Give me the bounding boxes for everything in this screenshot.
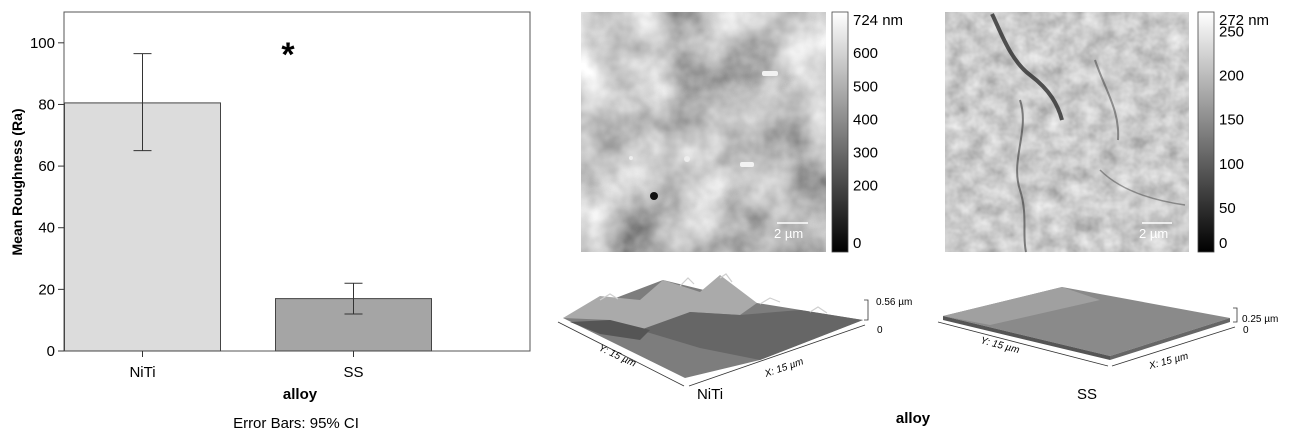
ss-3d-z-label: 0.25 µm [1242, 314, 1278, 325]
ss-colorbar [1197, 11, 1215, 253]
colorbar-tick-label: 200 [853, 178, 878, 195]
colorbar-tick-label: 400 [853, 111, 878, 128]
ss-colorbar-max: 272 nm [1219, 12, 1269, 29]
x-axis-label: alloy [283, 386, 318, 403]
images-x-axis-label: alloy [896, 410, 931, 427]
y-axis-ticks: 0 20 40 60 80 100 [30, 35, 64, 360]
y-tick-label: 60 [38, 158, 55, 175]
colorbar-tick-label: 150 [1219, 112, 1244, 129]
ss-colorbar-ticks: 250 200 150 100 50 0 [1219, 23, 1244, 252]
y-tick-label: 20 [38, 281, 55, 298]
niti-height-map [581, 12, 826, 252]
ss-category-label: SS [1077, 386, 1097, 403]
error-bar-caption: Error Bars: 95% CI [233, 415, 359, 432]
significance-asterisk: * [281, 36, 295, 74]
colorbar-tick-label: 0 [853, 235, 861, 252]
y-tick-label: 40 [38, 220, 55, 237]
niti-category-label: NiTi [697, 386, 723, 403]
error-bars [133, 53, 363, 315]
niti-surface-defects [629, 71, 778, 200]
ss-3d-x-label: X: 15 µm [1147, 351, 1190, 372]
niti-3d-z-zero: 0 [877, 325, 883, 336]
y-axis-label: Mean Roughness (Ra) [9, 108, 25, 255]
niti-colorbar-max: 724 nm [853, 12, 903, 29]
niti-3d-x-label: X: 15 µm [762, 356, 805, 380]
x-axis-ticks: NiTi SS [129, 351, 364, 381]
y-tick-label: 0 [47, 343, 55, 360]
ss-height-map [945, 12, 1189, 252]
y-tick-label: 100 [30, 35, 55, 52]
colorbar-tick-label: 600 [853, 45, 878, 62]
y-tick-label: 80 [38, 96, 55, 113]
niti-scale-bar-label: 2 µm [774, 226, 803, 241]
colorbar-tick-label: 50 [1219, 200, 1236, 217]
niti-colorbar [831, 11, 849, 253]
colorbar-tick-label: 0 [1219, 235, 1227, 252]
ss-3d-surface: 0.25 µm 0 Y: 15 µm X: 15 µm [937, 287, 1278, 372]
colorbar-tick-label: 100 [1219, 156, 1244, 173]
ss-surface-scratches [990, 13, 1186, 253]
x-tick-label: SS [343, 364, 363, 381]
colorbar-tick-label: 500 [853, 78, 878, 95]
ss-3d-z-zero: 0 [1243, 325, 1249, 336]
ss-scale-bar-label: 2 µm [1139, 226, 1168, 241]
colorbar-tick-label: 250 [1219, 23, 1244, 40]
colorbar-tick-label: 200 [1219, 68, 1244, 85]
niti-afm-panel: 2 µm 600 500 400 300 200 0 724 nm 0.56 µm 0 Y… [557, 11, 912, 403]
niti-3d-z-label: 0.56 µm [876, 297, 912, 308]
colorbar-tick-label: 300 [853, 145, 878, 162]
niti-3d-surface: 0.56 µm 0 Y: 15 µm X: 15 µm [557, 273, 912, 387]
ss-afm-panel: 2 µm 250 200 150 100 50 0 272 nm 0.25 µm 0 Y:… [937, 11, 1278, 403]
x-tick-label: NiTi [129, 364, 155, 381]
niti-colorbar-ticks: 600 500 400 300 200 0 [853, 45, 878, 252]
